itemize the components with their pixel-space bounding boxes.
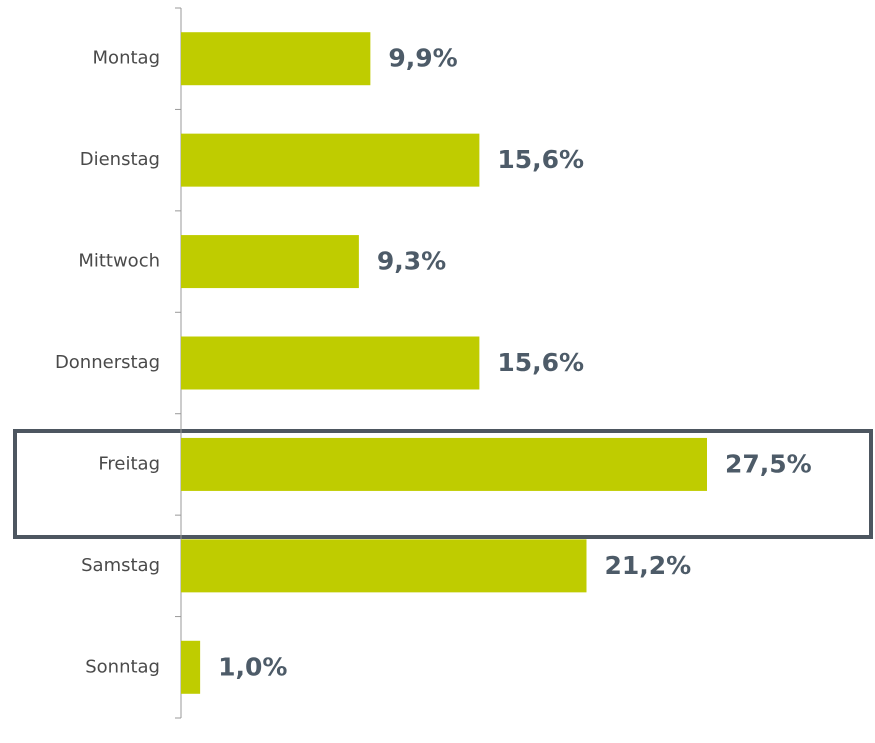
value-label: 15,6%: [497, 145, 584, 174]
bar: [181, 539, 587, 593]
category-label: Montag: [93, 48, 160, 69]
category-label: Mittwoch: [78, 251, 160, 272]
bar: [181, 133, 480, 187]
value-label: 9,3%: [377, 247, 446, 276]
value-label: 9,9%: [388, 44, 457, 73]
bar: [181, 32, 371, 86]
highlight-box: [13, 429, 873, 539]
category-label: Donnerstag: [55, 352, 160, 373]
value-label: 21,2%: [604, 551, 691, 580]
category-label: Samstag: [81, 555, 160, 576]
category-label: Sonntag: [85, 656, 160, 677]
value-label: 27,5%: [725, 449, 812, 478]
category-label: Dienstag: [80, 149, 160, 170]
bar: [181, 437, 707, 491]
bar: [181, 336, 480, 390]
category-label: Freitag: [98, 453, 160, 474]
bar: [181, 640, 201, 694]
value-label: 15,6%: [497, 348, 584, 377]
bar: [181, 235, 359, 289]
value-label: 1,0%: [218, 652, 287, 681]
